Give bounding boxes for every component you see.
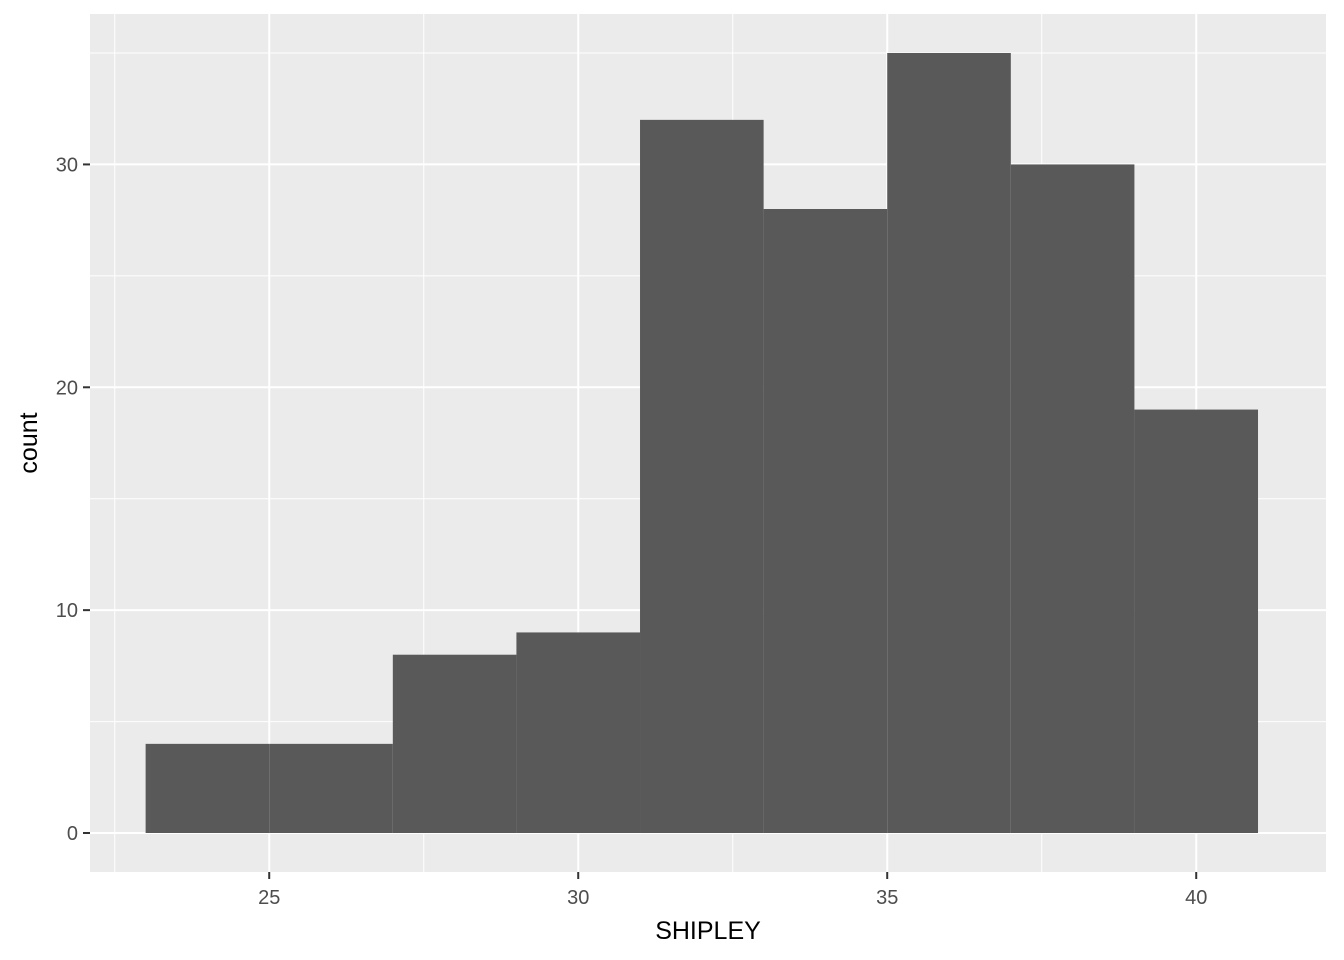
histogram-bar <box>146 744 270 833</box>
x-tick-label: 40 <box>1185 887 1207 909</box>
histogram-bar <box>1011 164 1135 833</box>
x-axis-ticks: 25 30 35 40 <box>258 872 1207 909</box>
x-tick-label: 30 <box>567 887 589 909</box>
histogram-bar <box>393 655 517 833</box>
histogram-bar <box>516 632 640 833</box>
y-axis-title: count <box>15 412 43 473</box>
histogram-bar <box>269 744 393 833</box>
y-tick-label: 0 <box>67 823 78 845</box>
y-tick-label: 20 <box>56 377 78 399</box>
y-axis-ticks: 0 10 20 30 <box>56 154 90 845</box>
y-tick-label: 10 <box>56 600 78 622</box>
y-tick-label: 30 <box>56 154 78 176</box>
x-axis-title: SHIPLEY <box>655 917 761 945</box>
histogram-bar <box>1134 410 1258 833</box>
x-tick-label: 25 <box>258 887 280 909</box>
histogram-bar <box>887 53 1011 833</box>
x-tick-label: 35 <box>876 887 898 909</box>
histogram-bar <box>640 120 764 833</box>
histogram-bar <box>764 209 888 833</box>
